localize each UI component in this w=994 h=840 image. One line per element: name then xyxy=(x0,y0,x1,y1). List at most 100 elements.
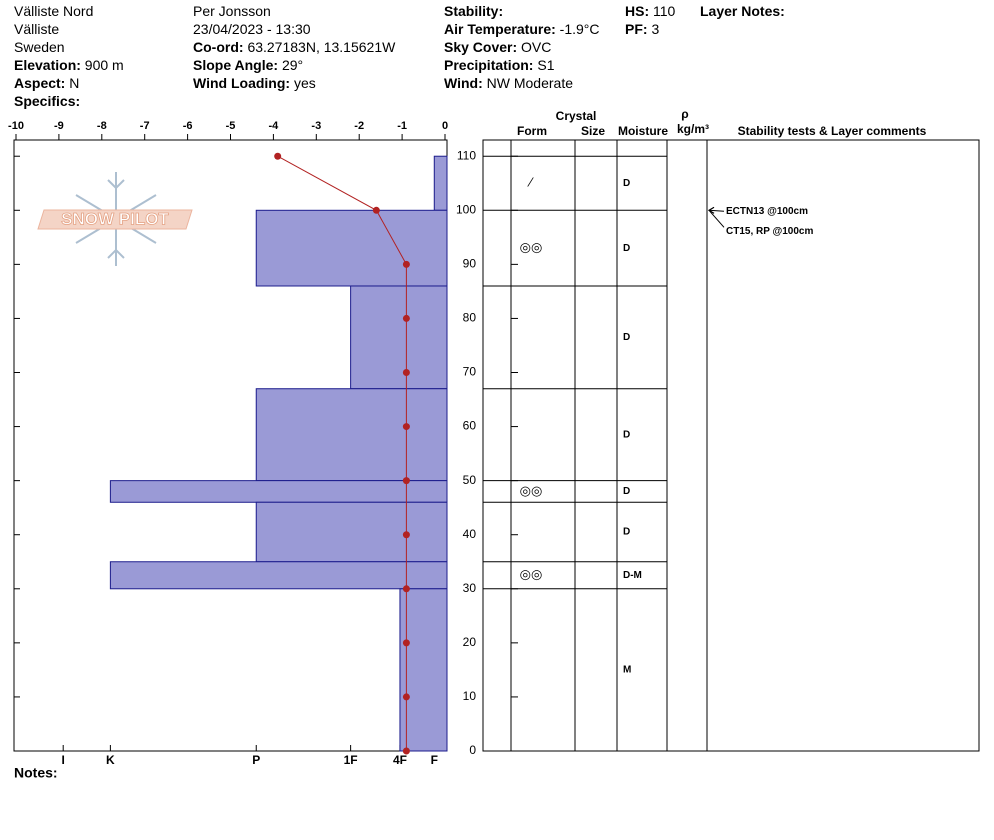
hardness-bar xyxy=(255,209,448,287)
temperature-point xyxy=(402,314,410,322)
x-tick-label: -1 xyxy=(397,120,407,132)
x-tick-label: -6 xyxy=(183,120,193,132)
field-value: Välliste xyxy=(14,21,59,37)
moisture: D xyxy=(623,178,630,189)
x-tick-label: -9 xyxy=(54,120,64,132)
test-arrow xyxy=(708,209,725,212)
moisture: D xyxy=(623,527,630,538)
x-tick-label: 0 xyxy=(442,120,448,132)
grain-form: ◎◎ xyxy=(520,483,543,498)
stability-test: ECTN13 @100cm xyxy=(726,206,808,217)
moisture: M xyxy=(623,665,631,676)
col-header: Stability tests & Layer comments xyxy=(738,124,927,138)
stability-test: CT15, RP @100cm xyxy=(726,226,813,237)
y-tick-label: 110 xyxy=(457,148,476,162)
moisture: D-M xyxy=(623,570,642,581)
header-field: Välliste xyxy=(14,21,59,37)
hardness-label: 4F xyxy=(393,753,407,767)
field-value: OVC xyxy=(521,39,551,55)
x-tick-label: -7 xyxy=(140,120,150,132)
field-label: Sky Cover: xyxy=(444,39,517,55)
col-header: Moisture xyxy=(618,124,668,138)
header-field: Co-ord: 63.27183N, 13.15621W xyxy=(193,39,396,55)
header-field: Stability: xyxy=(444,3,503,19)
hardness-bar xyxy=(255,388,448,482)
field-label: Layer Notes: xyxy=(700,3,785,19)
temperature-point xyxy=(402,585,410,593)
hardness-label: 1F xyxy=(344,753,358,767)
moisture: D xyxy=(623,243,630,254)
grain-form: ⁄ xyxy=(527,175,534,190)
logo-text: SNOW PILOT xyxy=(61,209,169,228)
field-label: HS: xyxy=(625,3,649,19)
temperature-point xyxy=(402,693,410,701)
field-label: Precipitation: xyxy=(444,57,533,73)
x-tick-label: -10 xyxy=(8,120,24,132)
header-field: 23/04/2023 - 13:30 xyxy=(193,21,311,37)
field-value: 900 m xyxy=(85,57,124,73)
header-field: Slope Angle: 29° xyxy=(193,57,303,73)
header-field: Elevation: 900 m xyxy=(14,57,124,73)
test-arrow xyxy=(708,209,725,228)
moisture: D xyxy=(623,429,630,440)
grain-form: ◎◎ xyxy=(520,567,543,582)
hardness-label: P xyxy=(252,753,260,767)
field-value: Välliste Nord xyxy=(14,3,93,19)
field-label: Elevation: xyxy=(14,57,81,73)
temperature-point xyxy=(402,260,410,268)
y-tick-label: 90 xyxy=(463,257,477,271)
y-tick-label: 60 xyxy=(463,419,477,433)
y-tick-label: 100 xyxy=(456,202,476,216)
hardness-bar xyxy=(433,155,448,211)
y-tick-label: 0 xyxy=(469,743,476,757)
hardness-label: F xyxy=(431,753,438,767)
temperature-point xyxy=(402,747,410,755)
field-value: yes xyxy=(294,75,316,91)
field-label: Co-ord: xyxy=(193,39,244,55)
header-field: Layer Notes: xyxy=(700,3,785,19)
temperature-point xyxy=(402,423,410,431)
header-field: Specifics: xyxy=(14,93,80,109)
y-tick-label: 80 xyxy=(463,311,477,325)
header-field: PF: 3 xyxy=(625,21,659,37)
x-tick-label: -5 xyxy=(226,120,236,132)
header-field: Välliste Nord xyxy=(14,3,93,19)
col-header: ρ xyxy=(681,107,688,121)
field-value: N xyxy=(69,75,79,91)
header-field: Air Temperature: -1.9°C xyxy=(444,21,600,37)
field-value: S1 xyxy=(537,57,554,73)
table-frame xyxy=(482,139,980,752)
temperature-point xyxy=(402,477,410,485)
temperature-point xyxy=(402,369,410,377)
header-field: HS: 110 xyxy=(625,3,676,19)
y-tick-label: 50 xyxy=(463,473,477,487)
table-columns xyxy=(510,140,708,751)
field-value: -1.9°C xyxy=(560,21,600,37)
header-field: Precipitation: S1 xyxy=(444,57,555,73)
field-label: Specifics: xyxy=(14,93,80,109)
hardness-bar xyxy=(109,561,448,590)
x-tick-label: -2 xyxy=(354,120,364,132)
x-tick-label: -3 xyxy=(311,120,321,132)
y-tick-label: 40 xyxy=(463,527,477,541)
field-value: 23/04/2023 - 13:30 xyxy=(193,21,311,37)
y-tick-label: 10 xyxy=(463,689,477,703)
moisture: D xyxy=(623,486,630,497)
field-value: 63.27183N, 13.15621W xyxy=(247,39,396,55)
temperature-point xyxy=(402,531,410,539)
field-label: Wind Loading: xyxy=(193,75,290,91)
x-tick-label: -8 xyxy=(97,120,107,132)
field-value: 3 xyxy=(651,21,659,37)
header-field: Aspect: N xyxy=(14,75,79,91)
y-tick-label: 30 xyxy=(463,581,477,595)
field-value: Sweden xyxy=(14,39,65,55)
field-label: Slope Angle: xyxy=(193,57,278,73)
temperature-point xyxy=(402,639,410,647)
header-field: Wind: NW Moderate xyxy=(444,75,573,91)
grain-form: ◎◎ xyxy=(520,240,543,255)
header-field: Wind Loading: yes xyxy=(193,75,316,91)
hardness-label: I xyxy=(62,753,65,767)
field-value: 29° xyxy=(282,57,303,73)
